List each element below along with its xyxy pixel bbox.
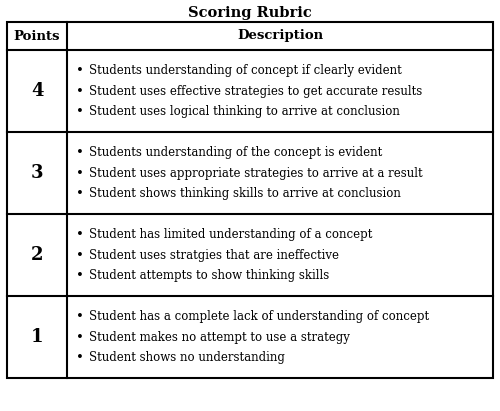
Text: Student uses stratgies that are ineffective: Student uses stratgies that are ineffect… bbox=[89, 249, 339, 261]
Text: •: • bbox=[76, 310, 84, 323]
Text: Student uses appropriate strategies to arrive at a result: Student uses appropriate strategies to a… bbox=[89, 166, 422, 180]
Text: Student shows no understanding: Student shows no understanding bbox=[89, 351, 285, 364]
Text: •: • bbox=[76, 269, 84, 282]
Text: Description: Description bbox=[237, 30, 323, 42]
Text: •: • bbox=[76, 228, 84, 241]
Text: •: • bbox=[76, 351, 84, 364]
Text: 2: 2 bbox=[31, 246, 44, 264]
Text: Student uses effective strategies to get accurate results: Student uses effective strategies to get… bbox=[89, 85, 422, 97]
Text: •: • bbox=[76, 64, 84, 77]
Text: Student attempts to show thinking skills: Student attempts to show thinking skills bbox=[89, 269, 329, 282]
Text: Students understanding of the concept is evident: Students understanding of the concept is… bbox=[89, 146, 382, 159]
Text: •: • bbox=[76, 166, 84, 180]
Text: •: • bbox=[76, 85, 84, 97]
Text: Scoring Rubric: Scoring Rubric bbox=[188, 6, 312, 20]
Text: •: • bbox=[76, 105, 84, 118]
Text: 3: 3 bbox=[31, 164, 44, 182]
Text: Student has a complete lack of understanding of concept: Student has a complete lack of understan… bbox=[89, 310, 429, 323]
Text: 1: 1 bbox=[31, 328, 44, 346]
Text: •: • bbox=[76, 187, 84, 200]
Text: •: • bbox=[76, 146, 84, 159]
Text: Student shows thinking skills to arrive at conclusion: Student shows thinking skills to arrive … bbox=[89, 187, 401, 200]
Text: Student makes no attempt to use a strategy: Student makes no attempt to use a strate… bbox=[89, 330, 350, 344]
Text: 4: 4 bbox=[31, 82, 44, 100]
Text: Student uses logical thinking to arrive at conclusion: Student uses logical thinking to arrive … bbox=[89, 105, 400, 118]
Text: •: • bbox=[76, 330, 84, 344]
Bar bbox=[7, 22, 493, 378]
Text: Students understanding of concept if clearly evident: Students understanding of concept if cle… bbox=[89, 64, 402, 77]
Text: Points: Points bbox=[14, 30, 60, 42]
Text: Student has limited understanding of a concept: Student has limited understanding of a c… bbox=[89, 228, 372, 241]
Text: •: • bbox=[76, 249, 84, 261]
